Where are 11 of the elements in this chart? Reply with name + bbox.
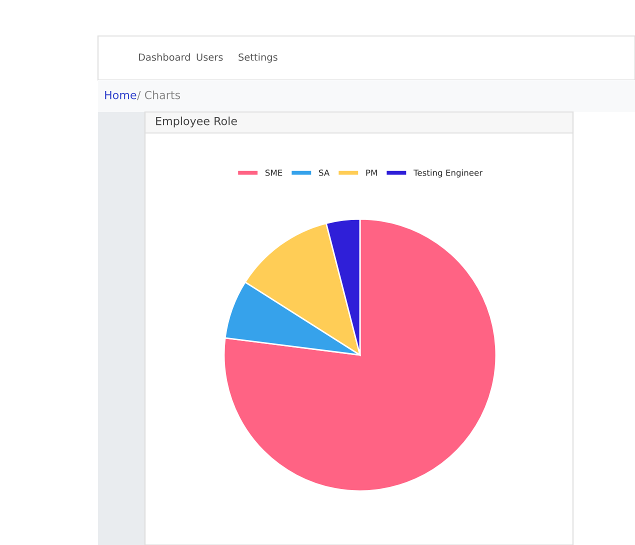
legend-label: PM (366, 170, 377, 176)
chart-title: Employee Role (156, 116, 237, 128)
pie-slice (223, 218, 497, 492)
text: Home (105, 90, 136, 100)
text: / Charts (137, 90, 180, 100)
text: Settings (238, 53, 278, 63)
legend-label: Testing Engineer (414, 169, 483, 178)
legend-label: SME (265, 170, 282, 176)
text: Users (196, 54, 223, 61)
legend-label: SA (319, 170, 330, 176)
text: Dashboard (138, 53, 190, 61)
